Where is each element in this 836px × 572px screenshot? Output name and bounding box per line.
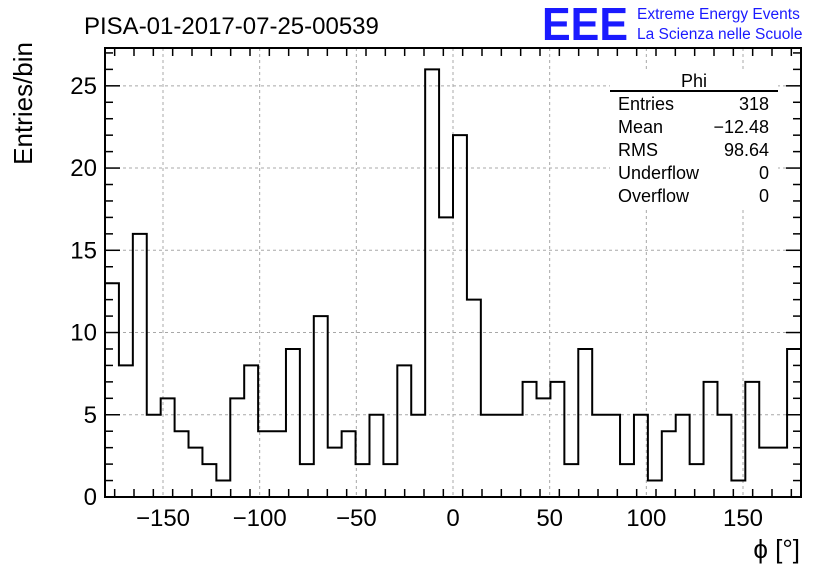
histogram-bin	[216, 481, 230, 497]
chart-title: PISA-01-2017-07-25-00539	[84, 13, 379, 40]
histogram-bin	[523, 382, 537, 497]
histogram-bin	[328, 448, 342, 497]
x-axis-label: ϕ [°]	[753, 534, 800, 564]
histogram-bin	[578, 349, 592, 497]
x-tick-label: −50	[336, 505, 377, 532]
histogram-bin	[634, 415, 648, 497]
histogram-bin	[745, 382, 759, 497]
histogram-bin	[286, 349, 300, 497]
histogram-bin	[133, 234, 147, 497]
y-tick-label: 15	[70, 237, 97, 264]
histogram-bin	[509, 415, 523, 497]
histogram-bin	[397, 365, 411, 497]
y-tick-label: 20	[70, 155, 97, 182]
stats-value-overflow: 0	[759, 186, 769, 206]
stats-value-rms: 98.64	[724, 140, 769, 160]
histogram-bin	[550, 382, 564, 497]
stats-label-mean: Mean	[618, 117, 663, 137]
tick-labels: −150 −100 −50 0 50 100 150 0 5 10 15 20 25	[70, 73, 763, 532]
x-tick-label: 100	[626, 505, 666, 532]
y-tick-label: 10	[70, 320, 97, 347]
histogram-bin	[147, 415, 161, 497]
histogram-bin	[175, 431, 189, 497]
histogram-bin	[369, 415, 383, 497]
histogram-bin	[648, 481, 662, 497]
histogram-bin	[189, 448, 203, 497]
histogram-bin	[258, 431, 272, 497]
stats-label-entries: Entries	[618, 94, 674, 114]
histogram-bin	[300, 464, 314, 497]
y-tick-label: 0	[84, 484, 97, 511]
histogram-bin	[495, 415, 509, 497]
histogram-bin	[411, 415, 425, 497]
histogram-bin	[439, 217, 453, 497]
histogram-bin	[244, 365, 258, 497]
stats-value-entries: 318	[739, 94, 769, 114]
stats-value-underflow: 0	[759, 163, 769, 183]
plot-frame	[104, 47, 802, 498]
logo-line-2: La Scienza nelle Scuole	[637, 26, 802, 43]
stats-label-overflow: Overflow	[618, 186, 690, 206]
histogram-bin	[759, 448, 773, 497]
histogram-bin	[453, 135, 467, 497]
stats-value-mean: −12.48	[713, 117, 769, 137]
x-tick-label: 150	[723, 505, 763, 532]
histogram-bin	[564, 464, 578, 497]
histogram-bin	[676, 415, 690, 497]
y-tick-label: 25	[70, 73, 97, 100]
histogram-bin	[202, 464, 216, 497]
histogram-bin	[717, 415, 731, 497]
y-tick-label: 5	[84, 402, 97, 429]
histogram-bin	[787, 349, 801, 497]
histogram-bin	[690, 464, 704, 497]
stats-label-rms: RMS	[618, 140, 658, 160]
histogram-bin	[314, 316, 328, 497]
histogram-bin	[356, 464, 370, 497]
histogram-bin	[467, 300, 481, 497]
y-axis-label: Entries/bin	[8, 42, 38, 165]
x-tick-label: 0	[446, 505, 459, 532]
histogram-bin	[230, 398, 244, 497]
stats-label-underflow: Underflow	[618, 163, 700, 183]
histogram-bin	[704, 382, 718, 497]
logo-line-1: Extreme Energy Events	[637, 6, 800, 23]
histogram-bin	[119, 365, 133, 497]
stats-box-background	[610, 70, 778, 210]
histogram-bin	[620, 464, 634, 497]
histogram-bin	[272, 431, 286, 497]
stats-header: Phi	[681, 71, 707, 91]
eee-logo-mark: EEE	[542, 0, 628, 50]
histogram-bin	[773, 448, 787, 497]
eee-logo: EEE Extreme Energy Events La Scienza nel…	[542, 0, 802, 50]
histogram-line	[104, 68, 802, 497]
histogram-bin	[537, 398, 551, 497]
histogram-bin	[606, 415, 620, 497]
histogram-bin	[592, 415, 606, 497]
histogram-bin	[105, 283, 119, 497]
x-tick-label: −100	[233, 505, 287, 532]
histogram-bin	[161, 398, 175, 497]
histogram-bin	[342, 431, 356, 497]
histogram-bin	[481, 415, 495, 497]
x-tick-label: 50	[536, 505, 563, 532]
histogram-bin	[425, 69, 439, 497]
stats-box: Phi Entries 318 Mean −12.48 RMS 98.64 Un…	[610, 70, 778, 210]
x-tick-label: −150	[136, 505, 190, 532]
histogram-bin	[662, 431, 676, 497]
axis-ticks	[105, 48, 801, 497]
